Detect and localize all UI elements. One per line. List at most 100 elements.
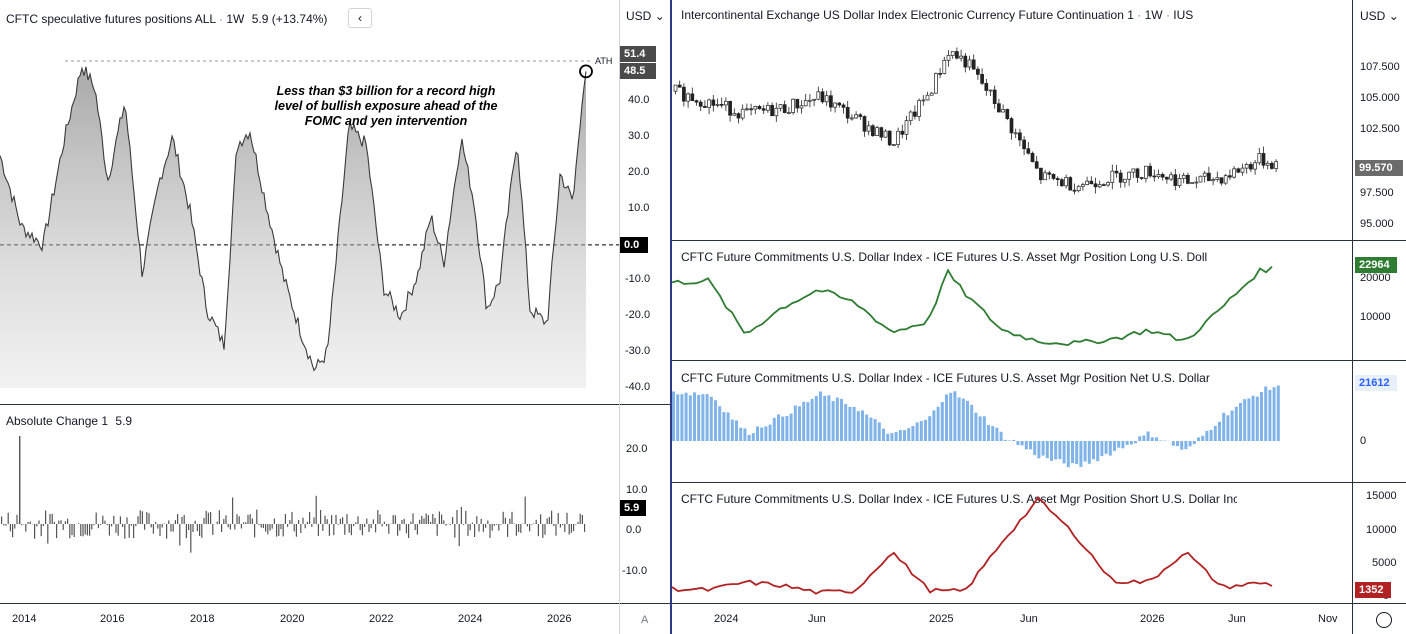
net-bar [1226,415,1230,441]
net-bar [974,412,978,441]
net-bar [1188,441,1192,447]
short-price-tag: 1352 [1355,582,1391,598]
candle-body [1026,148,1031,154]
abs-change-bar [493,524,495,526]
left-pane-divider[interactable] [0,404,670,405]
x-tick: Nov [1318,613,1338,625]
candle-body [896,130,900,145]
net-bar [1087,441,1091,464]
candle-body [1093,183,1098,188]
abs-change-bar [403,518,405,524]
collapse-legend-button[interactable]: ‹ [348,8,372,28]
abs-change-bar [529,524,531,532]
net-bar [1113,441,1116,451]
right-x-axis-line [672,603,1406,604]
abs-change-bar [577,521,579,524]
abs-change-bar [513,523,515,524]
candle-body [707,99,711,108]
abs-change-bar [56,524,58,539]
candle-body [1013,132,1018,135]
abs-change-bar [166,524,168,539]
abs-change-bar [258,524,260,525]
abs-change-bar [482,524,484,532]
net-bar [915,422,919,441]
net-bar [789,413,793,441]
y-tick: -10.0 [625,273,651,285]
auto-scale-button[interactable]: A [641,614,649,626]
abs-change-bar [370,524,372,529]
right-currency-button[interactable]: USD ⌄ [1360,9,1399,23]
abs-change-bar [14,524,16,529]
candle-body [1131,168,1136,173]
abs-change-bar [262,524,264,529]
abs-change-bar [177,514,179,524]
pane-divider-3[interactable] [672,482,1406,483]
candle-body [1081,184,1085,187]
candle-body [1051,173,1056,179]
abs-change-bar [537,524,539,537]
abs-change-bar [62,524,64,530]
candle-body [778,104,783,109]
long-line-chart[interactable] [672,241,1352,360]
abs-change-bar [260,524,262,528]
net-bar [680,394,684,441]
net-bar [982,416,986,441]
abs-change-bar [562,524,564,526]
left-currency-button[interactable]: USD ⌄ [626,9,665,23]
pane-divider-2[interactable] [672,360,1406,361]
dxy-candle-chart[interactable] [672,28,1352,240]
candle-body [1177,178,1182,186]
candle-body [1085,180,1089,186]
dxy-title-text: Intercontinental Exchange US Dollar Inde… [681,8,1134,22]
abs-change-bar [271,524,273,529]
candle-body [963,55,968,68]
layout-split-divider[interactable] [670,0,672,634]
abs-change-bar [564,524,566,533]
candle-body [1236,168,1241,173]
chart-settings-gear-icon[interactable] [1376,612,1392,628]
abs-change-bar [289,520,291,524]
candle-body [787,112,791,114]
net-pane-title: CFTC Future Commitments U.S. Dollar Inde… [681,371,1210,385]
candle-body [1139,177,1144,179]
pane-divider-1[interactable] [672,240,1406,241]
net-bar [894,431,898,441]
candle-body [824,95,829,103]
abs-change-bar [218,510,220,524]
abs-change-bar [375,524,377,533]
net-bars [672,385,1280,468]
net-bar [1159,440,1163,441]
abs-change-bar [29,521,31,524]
y-tick: 97.500 [1360,187,1394,199]
abs-change-bar [535,519,537,524]
net-histogram-chart[interactable] [672,361,1352,482]
candle-body [1253,162,1257,170]
candle-body [1089,180,1094,185]
net-bar [827,395,831,441]
cftc-area-chart[interactable]: ATH [0,30,619,405]
net-bar [781,416,785,441]
abs-change-bar [469,524,471,531]
abs-change-bar [150,524,152,528]
abs-change-chart[interactable] [0,406,619,602]
candle-body [929,92,934,96]
annotation-line-2: level of bullish exposure ahead of the [274,99,498,113]
short-line-chart[interactable] [672,483,1352,603]
abs-change-bar [146,512,148,524]
candle-body [862,116,867,132]
abs-change-bar [293,524,295,532]
candle-body [808,99,812,102]
candle-body [959,55,963,59]
abs-change-bar [546,518,548,524]
net-bar [1146,431,1150,441]
net-bar [768,424,772,441]
abs-change-bar [399,524,401,531]
abs-change-bar [504,517,506,524]
abs-change-bar [203,517,205,524]
abs-change-bar [408,524,410,538]
abs-change-bar [419,519,421,524]
abs-change-bar [108,524,110,536]
abs-change-bar [1,516,3,524]
abs-change-bar [309,512,311,524]
abs-change-bar [97,524,99,529]
